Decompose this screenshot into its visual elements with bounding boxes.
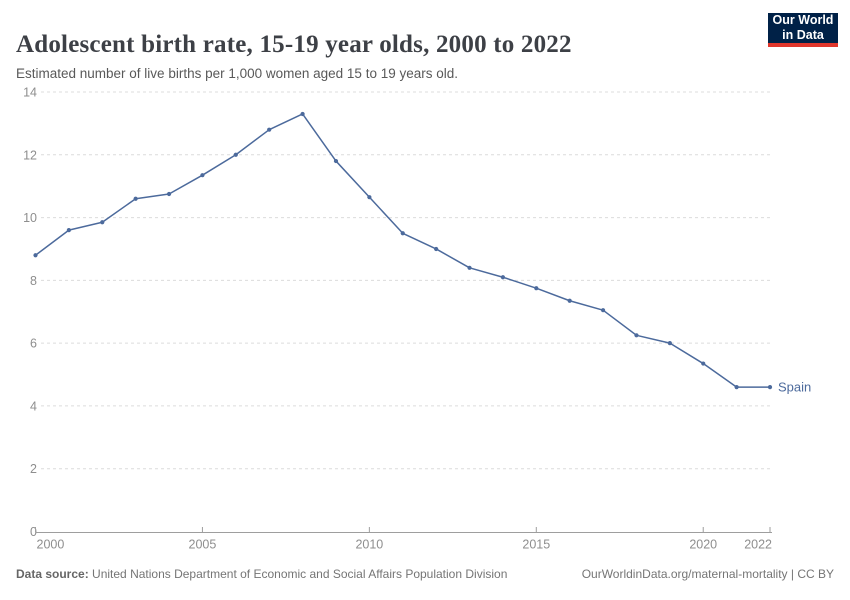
y-tick-label: 12 <box>23 148 37 162</box>
data-point <box>634 333 639 338</box>
y-tick-label: 0 <box>30 525 37 539</box>
owid-logo: Our World in Data <box>768 13 838 47</box>
data-point <box>400 231 405 236</box>
owid-logo-line2: in Data <box>782 28 824 42</box>
data-source: Data source: United Nations Department o… <box>16 567 507 581</box>
data-point <box>33 253 38 258</box>
x-tick-label: 2010 <box>355 538 383 552</box>
data-point <box>534 286 539 291</box>
series-end-label: Spain <box>778 380 811 395</box>
data-point <box>233 152 238 157</box>
data-point <box>333 158 339 164</box>
data-point <box>434 246 439 252</box>
y-tick-label: 2 <box>30 462 37 476</box>
data-source-label: Data source: <box>16 567 89 581</box>
data-point <box>66 228 71 233</box>
data-point <box>200 173 205 178</box>
x-tick-label: 2022 <box>744 538 772 552</box>
data-point <box>734 384 739 390</box>
x-tick-label: 2000 <box>37 538 65 552</box>
data-point <box>267 127 272 132</box>
y-tick-label: 8 <box>30 274 37 288</box>
data-point <box>567 298 572 303</box>
y-tick-label: 4 <box>30 399 37 413</box>
data-point <box>600 308 606 313</box>
data-point <box>300 111 305 117</box>
data-point <box>166 191 172 197</box>
data-point <box>133 196 138 201</box>
y-tick-label: 6 <box>30 337 37 351</box>
x-tick-label: 2015 <box>522 538 550 552</box>
citation-text: OurWorldinData.org/maternal-mortality | … <box>581 567 834 581</box>
x-tick-label: 2005 <box>189 538 217 552</box>
y-tick-label: 10 <box>23 211 37 225</box>
data-point <box>701 361 706 366</box>
y-tick-label: 14 <box>23 86 37 100</box>
data-point <box>667 341 672 346</box>
chart-footer: Data source: United Nations Department o… <box>16 567 834 581</box>
chart-subtitle: Estimated number of live births per 1,00… <box>16 65 458 81</box>
data-point <box>767 384 773 390</box>
data-source-text: United Nations Department of Economic an… <box>92 567 508 581</box>
owid-logo-line1: Our World <box>772 13 834 27</box>
chart-title: Adolescent birth rate, 15-19 year olds, … <box>16 30 572 58</box>
data-point <box>367 195 372 200</box>
data-point <box>467 265 472 270</box>
data-point <box>100 220 105 225</box>
x-tick-label: 2020 <box>689 538 717 552</box>
data-point <box>500 275 506 280</box>
